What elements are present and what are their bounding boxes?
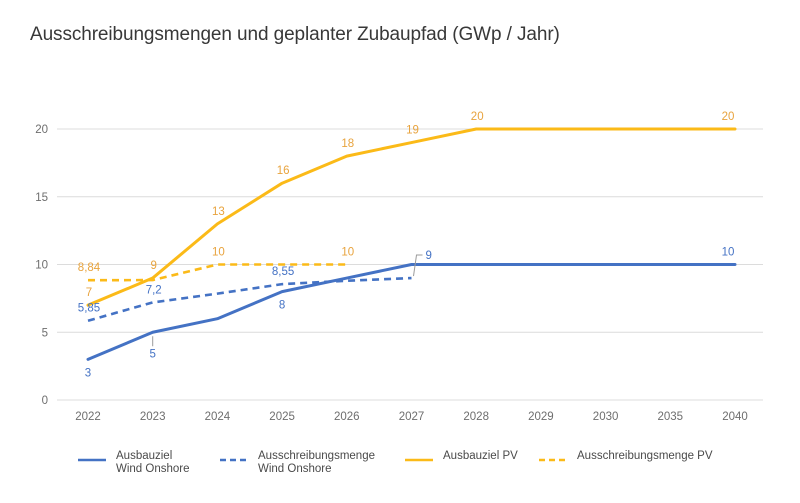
data-label: 13 [212,206,225,218]
x-tick-label: 2028 [463,411,489,423]
data-label: 7,2 [146,284,162,296]
legend-swatch-solid-blue-icon [78,458,106,462]
legend-label: Ausschreibungsmenge Wind Onshore [258,450,375,476]
legend-item-ausbauziel-wind-onshore: Ausbauziel Wind Onshore [77,450,190,476]
legend-item-ausbauziel-pv: Ausbauziel PV [404,450,518,466]
series-line-ausbauziel-pv [86,127,737,307]
data-label: 10 [212,247,225,259]
y-tick-label: 10 [35,260,48,272]
x-tick-label: 2023 [140,411,166,423]
data-label: 8 [279,300,285,312]
x-tick-label: 2027 [399,411,425,423]
legend-swatch-dashed-yellow-icon [539,458,567,462]
legend-label-line: Ausschreibungsmenge [258,450,375,462]
series-line-ausschreibungsmenge-pv [87,263,347,282]
data-label: 19 [406,125,419,137]
data-label-callout-line [413,254,423,277]
data-label: 3 [85,367,91,379]
legend-item-ausschreibungsmenge-pv: Ausschreibungsmenge PV [538,450,713,466]
data-label: 20 [722,111,735,123]
series-line-ausbauziel-wind-onshore [86,263,737,361]
y-tick-label: 20 [35,124,48,136]
legend-label-line: Wind Onshore [258,463,332,475]
x-tick-label: 2035 [658,411,684,423]
x-tick-label: 2026 [334,411,360,423]
x-tick-label: 2030 [593,411,619,423]
data-label: 10 [341,247,354,259]
x-tick-label: 2024 [205,411,231,423]
x-tick-label: 2022 [75,411,101,423]
data-label: 18 [341,138,354,150]
legend-item-ausschreibungsmenge-wind-onshore: Ausschreibungsmenge Wind Onshore [219,450,375,476]
data-label: 7 [86,287,92,299]
data-label: 5,85 [78,303,100,315]
chart-title: Ausschreibungsmengen und geplanter Zubau… [30,24,560,45]
data-label: 9 [150,260,156,272]
data-label: 20 [471,111,484,123]
legend-label-line: Wind Onshore [116,463,190,475]
x-tick-label: 2025 [269,411,295,423]
y-tick-label: 0 [42,395,48,407]
legend-label-line: Ausschreibungsmenge PV [577,450,713,462]
data-label: 8,84 [78,262,101,274]
data-label: 16 [277,165,290,177]
data-label: 9 [426,250,432,262]
chart-canvas: 0 5 10 15 20 2022 2023 2024 2025 2026 2027 2028 2029… [35,111,763,423]
data-label: 8,55 [272,266,294,278]
legend-swatch-solid-yellow-icon [405,458,433,462]
data-label: 5 [149,348,155,360]
chart-legend: Ausbauziel Wind Onshore Ausschreibungsme… [0,450,800,490]
y-tick-label: 15 [35,192,48,204]
y-tick-label: 5 [42,327,48,339]
legend-swatch-dashed-blue-icon [220,458,248,462]
legend-label-line: Ausbauziel [116,450,173,462]
x-tick-label: 2040 [722,411,748,423]
x-tick-label: 2029 [528,411,554,423]
legend-label: Ausbauziel Wind Onshore [116,450,190,476]
legend-label-line: Ausbauziel PV [443,450,518,462]
legend-label: Ausschreibungsmenge PV [577,450,713,463]
legend-label: Ausbauziel PV [443,450,518,463]
data-label: 10 [722,247,735,259]
